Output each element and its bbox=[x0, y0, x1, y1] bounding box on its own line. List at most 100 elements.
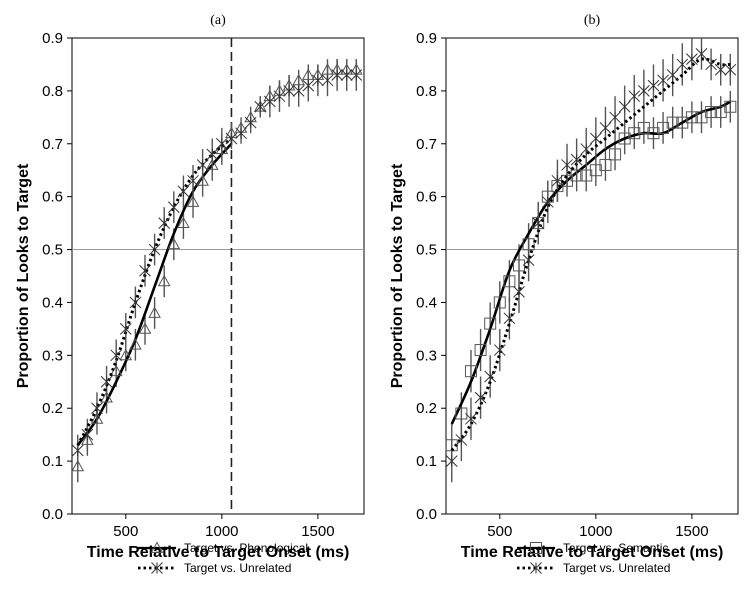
legend: Target vs. Semantic Target vs. Unrelated bbox=[517, 541, 670, 575]
data-point bbox=[158, 217, 171, 229]
y-tick-label: 0.0 bbox=[416, 506, 437, 523]
data-point bbox=[167, 201, 180, 214]
data-point bbox=[264, 95, 276, 108]
data-point bbox=[522, 254, 535, 266]
y-axis-label: Proportion of Looks to Target bbox=[15, 163, 32, 388]
panel-b: (b) 0.0 0.1 0.2 0.3 0.4 0.5 0.6 0.7 0.8 0.9 500 1000… bbox=[389, 13, 739, 575]
data-point bbox=[340, 69, 353, 81]
data-point bbox=[638, 85, 650, 97]
data-point bbox=[666, 69, 679, 81]
data-point bbox=[445, 455, 458, 467]
data-point bbox=[686, 53, 698, 66]
y-tick-label: 0.9 bbox=[42, 30, 63, 47]
legend: Target vs. Phonological Target vs. Unrela… bbox=[138, 541, 308, 575]
panel-title: (a) bbox=[210, 13, 226, 28]
y-tick-label: 0.2 bbox=[416, 400, 437, 417]
data-point bbox=[599, 122, 612, 134]
data-point bbox=[139, 264, 151, 277]
data-point bbox=[100, 375, 113, 388]
data-point bbox=[695, 48, 708, 60]
data-point bbox=[484, 370, 497, 383]
y-tick-label: 0.8 bbox=[42, 83, 63, 100]
data-point bbox=[570, 153, 583, 166]
data-point bbox=[464, 365, 477, 378]
data-point bbox=[177, 185, 190, 198]
data-point bbox=[167, 237, 181, 250]
fit-curve bbox=[76, 142, 233, 447]
y-tick-label: 0.1 bbox=[416, 453, 437, 470]
y-tick-label: 0.5 bbox=[42, 242, 63, 259]
y-tick-label: 0.4 bbox=[416, 294, 437, 311]
data-point bbox=[215, 137, 228, 150]
data-point bbox=[474, 391, 487, 404]
data-point bbox=[81, 428, 94, 441]
data-point bbox=[474, 344, 487, 357]
data-point bbox=[196, 159, 209, 171]
data-point bbox=[129, 296, 142, 309]
y-tick-label: 0.3 bbox=[416, 347, 437, 364]
data-point bbox=[273, 90, 286, 103]
data-point bbox=[100, 391, 113, 403]
y-tick-label: 0.5 bbox=[416, 242, 437, 259]
data-point bbox=[71, 459, 85, 472]
y-tick-label: 0.7 bbox=[42, 136, 63, 153]
data-point bbox=[455, 434, 468, 446]
y-tick-label: 0.8 bbox=[416, 83, 437, 100]
series-square bbox=[445, 90, 737, 467]
series-triangle bbox=[71, 59, 363, 483]
data-point bbox=[513, 286, 525, 298]
data-point bbox=[465, 412, 477, 425]
data-point bbox=[705, 58, 717, 71]
series-asterisk bbox=[445, 38, 737, 483]
data-point bbox=[657, 74, 669, 87]
data-point bbox=[186, 195, 200, 207]
data-point bbox=[724, 63, 737, 76]
data-point bbox=[503, 275, 516, 288]
data-point bbox=[148, 306, 161, 318]
data-point bbox=[196, 174, 209, 186]
data-point bbox=[331, 69, 343, 81]
data-point bbox=[724, 100, 737, 113]
data-point bbox=[206, 148, 219, 161]
data-point bbox=[302, 79, 315, 92]
legend-marker bbox=[530, 542, 542, 554]
data-point bbox=[714, 63, 727, 76]
y-tick-label: 0.1 bbox=[42, 453, 63, 470]
data-point bbox=[666, 116, 679, 129]
fit-curve bbox=[450, 100, 731, 425]
data-point bbox=[321, 74, 334, 87]
y-tick-label: 0.3 bbox=[42, 347, 63, 364]
data-point bbox=[647, 79, 660, 92]
data-point bbox=[609, 111, 621, 124]
data-point bbox=[283, 85, 295, 97]
data-point bbox=[609, 148, 622, 161]
data-point bbox=[541, 196, 554, 208]
legend-label: Target vs. Unrelated bbox=[184, 561, 291, 575]
data-point bbox=[157, 274, 171, 287]
panel-title: (b) bbox=[584, 13, 601, 28]
data-point bbox=[225, 132, 238, 145]
data-point bbox=[580, 143, 593, 155]
x-tick-label: 1500 bbox=[301, 523, 334, 540]
y-tick-label: 0.6 bbox=[416, 189, 437, 206]
x-tick-label: 1000 bbox=[579, 523, 612, 540]
data-point bbox=[493, 344, 506, 356]
data-point bbox=[618, 100, 631, 113]
legend-label: Target vs. Semantic bbox=[563, 541, 668, 555]
y-tick-label: 0.0 bbox=[42, 506, 63, 523]
data-point bbox=[312, 74, 324, 87]
data-point bbox=[705, 106, 718, 119]
legend-label: Target vs. Phonological bbox=[184, 541, 308, 555]
y-axis-label: Proportion of Looks to Target bbox=[389, 163, 406, 388]
data-point bbox=[676, 58, 689, 71]
data-point bbox=[350, 69, 363, 81]
data-point bbox=[254, 100, 267, 113]
data-point bbox=[589, 132, 602, 145]
data-point bbox=[187, 174, 199, 187]
data-point bbox=[493, 296, 506, 309]
data-point bbox=[129, 338, 142, 350]
y-tick-label: 0.6 bbox=[42, 189, 63, 206]
legend-marker bbox=[530, 562, 542, 574]
legend-marker bbox=[150, 541, 164, 553]
